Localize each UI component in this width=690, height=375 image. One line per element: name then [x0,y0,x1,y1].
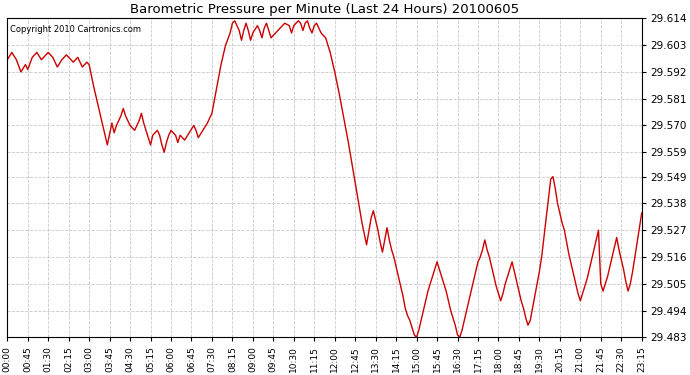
Title: Barometric Pressure per Minute (Last 24 Hours) 20100605: Barometric Pressure per Minute (Last 24 … [130,3,519,16]
Text: Copyright 2010 Cartronics.com: Copyright 2010 Cartronics.com [10,25,141,34]
